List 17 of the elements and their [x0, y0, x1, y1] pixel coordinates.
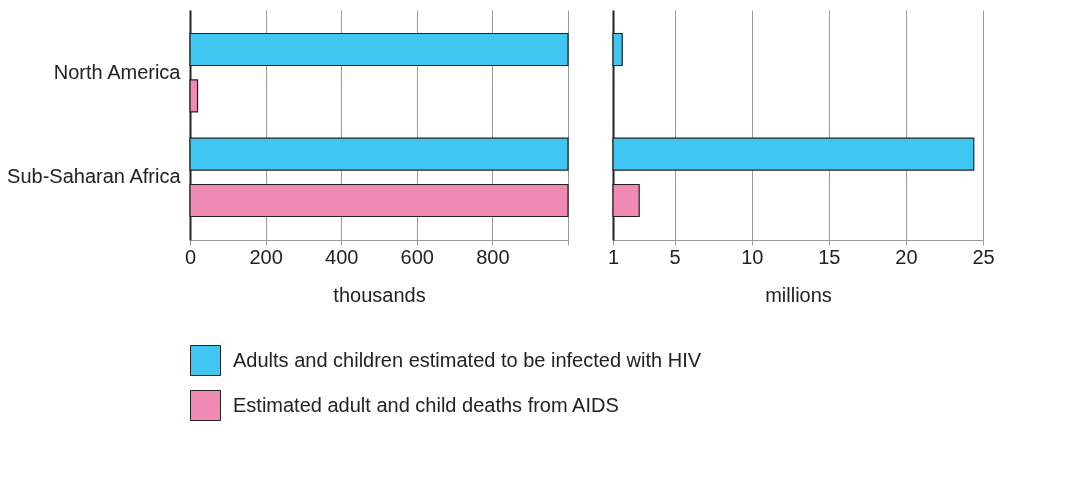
x-tick-label: 10 — [741, 245, 764, 268]
x-tick-label: 600 — [400, 245, 434, 268]
x-tick-label: 25 — [972, 245, 995, 268]
x-tick-label: 20 — [895, 245, 918, 268]
x-tick-label: 200 — [249, 245, 283, 268]
x-tick-label: 15 — [818, 245, 841, 268]
x-axis-title: thousands — [333, 283, 426, 306]
x-tick-label: 800 — [476, 245, 510, 268]
legend-label: Estimated adult and child deaths from AIDS — [233, 393, 619, 416]
x-tick-label: 1 — [607, 245, 620, 268]
x-tick-label: 400 — [325, 245, 359, 268]
x-axis-title: millions — [765, 283, 832, 306]
y-tick-label: North America — [53, 60, 182, 83]
y-tick-label: Sub-Saharan Africa — [7, 165, 182, 188]
x-tick-label: 0 — [184, 245, 197, 268]
legend-label: Adults and children estimated to be infected with HIV — [233, 348, 702, 371]
x-tick-label: 5 — [669, 245, 681, 268]
